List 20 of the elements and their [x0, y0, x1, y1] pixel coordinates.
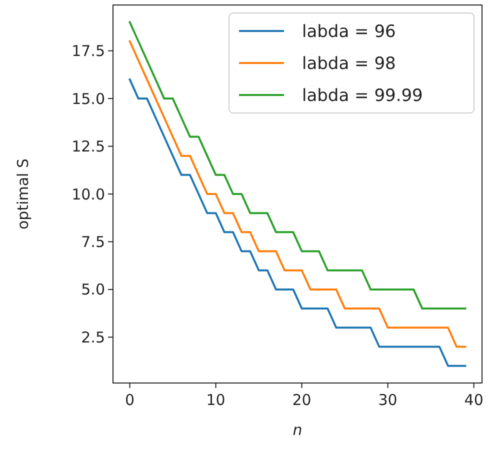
x-tick-label: 40 [464, 391, 484, 409]
y-tick-label: 5.0 [81, 280, 105, 299]
legend-label: labda = 96 [302, 22, 396, 42]
line-series [128, 78, 466, 367]
y-axis-title: optimal S [14, 158, 32, 230]
line-series [128, 40, 466, 348]
y-tick-label: 2.5 [81, 328, 105, 346]
legend-label: labda = 98 [302, 54, 396, 74]
y-tick-label: 7.5 [81, 232, 105, 251]
x-tick-label: 30 [378, 391, 398, 409]
y-tick-label: 15.0 [72, 90, 105, 108]
line-series [128, 21, 466, 310]
x-axis-title: n [292, 421, 302, 439]
x-tick-label: 10 [206, 391, 226, 409]
legend-label: labda = 99.99 [302, 86, 423, 106]
x-tick-label: 0 [125, 391, 135, 409]
y-tick-label: 17.5 [72, 42, 105, 60]
x-tick-label: 20 [292, 391, 312, 409]
y-tick-label: 10.0 [72, 185, 105, 204]
y-tick-label: 12.5 [72, 138, 105, 156]
